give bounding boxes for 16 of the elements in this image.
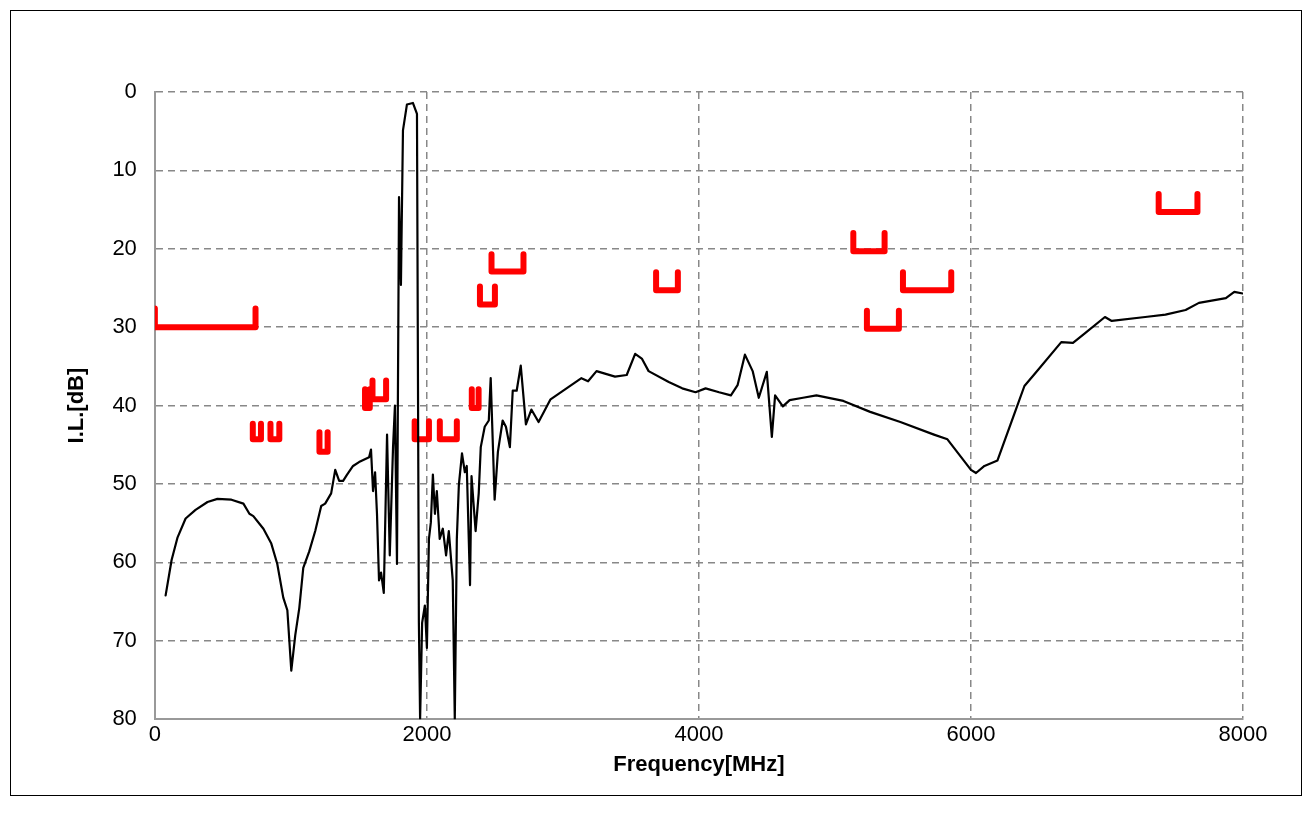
x-tick-label: 6000 (946, 721, 996, 747)
y-tick-label: 60 (112, 548, 137, 574)
y-tick-label: 30 (112, 313, 137, 339)
x-tick-label: 4000 (674, 721, 724, 747)
x-tick-label: 0 (148, 721, 161, 747)
x-tick-label: 2000 (402, 721, 452, 747)
y-tick-label: 80 (112, 705, 137, 731)
y-tick-label: 70 (112, 626, 137, 652)
y-tick-label: 20 (112, 234, 137, 260)
y-tick-label: 50 (112, 470, 137, 496)
x-axis-title: Frequency[MHz] (613, 750, 785, 776)
y-tick-label: 10 (112, 156, 137, 182)
x-tick-label: 8000 (1218, 721, 1268, 747)
y-tick-label: 40 (112, 391, 137, 417)
y-axis-title: I.L.[dB] (63, 367, 89, 444)
y-tick-label: 0 (124, 78, 137, 104)
